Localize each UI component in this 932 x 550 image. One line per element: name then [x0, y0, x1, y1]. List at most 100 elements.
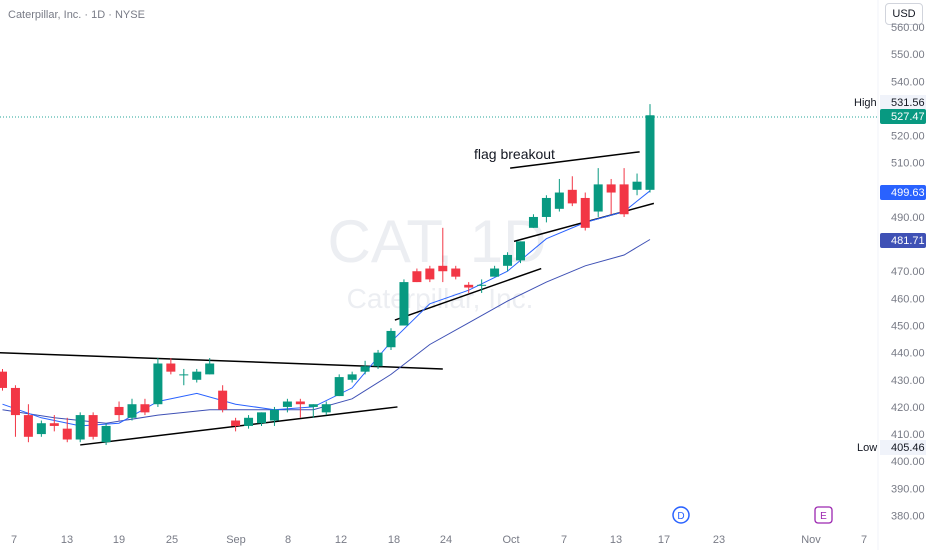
- candle[interactable]: [503, 252, 513, 272]
- candle[interactable]: [541, 195, 551, 223]
- x-tick-label: 13: [61, 534, 73, 546]
- candle[interactable]: [62, 417, 72, 443]
- candle[interactable]: [528, 214, 538, 228]
- dividend-marker[interactable]: D: [672, 506, 690, 524]
- candle[interactable]: [373, 349, 383, 369]
- y-tick-label: 510.00: [891, 158, 925, 170]
- ma-fast-price-badge: 499.63: [880, 185, 926, 200]
- chart-header-title: Caterpillar, Inc. · 1D · NYSE: [8, 9, 145, 21]
- y-tick-label: 420.00: [891, 402, 925, 414]
- candle[interactable]: [101, 423, 111, 445]
- candle[interactable]: [166, 358, 176, 375]
- trendline-triangle-upper[interactable]: [0, 350, 443, 370]
- candle[interactable]: [490, 265, 500, 277]
- candle[interactable]: [153, 358, 163, 407]
- candle[interactable]: [269, 406, 279, 426]
- svg-text:405.46: 405.46: [891, 442, 925, 454]
- candle[interactable]: [10, 385, 20, 437]
- x-tick-label: 7: [861, 534, 867, 546]
- x-tick-label: 17: [658, 534, 670, 546]
- candle[interactable]: [75, 412, 85, 443]
- candle[interactable]: [127, 398, 137, 421]
- candle[interactable]: [425, 265, 435, 283]
- candle[interactable]: [295, 398, 305, 418]
- ma-slow-price-badge: 481.71: [880, 233, 926, 248]
- svg-text:481.71: 481.71: [891, 235, 925, 247]
- candle[interactable]: [334, 374, 344, 397]
- candle[interactable]: [619, 168, 629, 217]
- candle[interactable]: [516, 241, 525, 264]
- candle[interactable]: [464, 282, 474, 293]
- svg-text:High: High: [854, 97, 877, 109]
- earnings-marker[interactable]: E: [814, 506, 833, 524]
- trendline-flag-upper[interactable]: [510, 151, 640, 169]
- candle[interactable]: [321, 401, 331, 416]
- svg-text:531.56: 531.56: [891, 97, 925, 109]
- candle[interactable]: [606, 178, 616, 215]
- x-tick-label: 12: [335, 534, 347, 546]
- candle[interactable]: [580, 192, 590, 231]
- candle[interactable]: [36, 420, 46, 437]
- candle[interactable]: [192, 368, 202, 383]
- candle[interactable]: [399, 279, 409, 326]
- x-tick-label: 24: [440, 534, 452, 546]
- currency-button[interactable]: USD: [885, 3, 923, 25]
- candle[interactable]: [140, 398, 150, 416]
- candle[interactable]: [645, 104, 655, 193]
- ma-fast-line: [2, 190, 651, 427]
- svg-text:E: E: [820, 511, 827, 522]
- y-tick-label: 450.00: [891, 321, 925, 333]
- x-tick-label: 8: [285, 534, 291, 546]
- candle[interactable]: [231, 417, 241, 432]
- y-tick-label: 520.00: [891, 131, 925, 143]
- svg-text:499.63: 499.63: [891, 187, 925, 199]
- x-tick-label: 25: [166, 534, 178, 546]
- candle[interactable]: [205, 358, 215, 375]
- x-tick-label: 23: [713, 534, 725, 546]
- y-tick-label: 390.00: [891, 483, 925, 495]
- candle[interactable]: [451, 265, 461, 280]
- candle[interactable]: [593, 168, 603, 217]
- x-tick-label: 7: [11, 534, 17, 546]
- candle[interactable]: [308, 404, 318, 418]
- flag-breakout-annotation: flag breakout: [474, 146, 555, 162]
- candle[interactable]: [360, 360, 370, 375]
- candle[interactable]: [632, 173, 642, 196]
- candle[interactable]: [567, 176, 577, 207]
- candle[interactable]: [554, 178, 564, 212]
- svg-text:Low: Low: [857, 442, 877, 454]
- candle[interactable]: [114, 401, 124, 421]
- watermark-name: Caterpillar, Inc.: [347, 283, 534, 314]
- x-tick-label: 13: [610, 534, 622, 546]
- ma-slow-line: [2, 239, 651, 424]
- candle[interactable]: [412, 268, 422, 283]
- y-tick-label: 560.00: [891, 22, 925, 34]
- y-tick-label: 410.00: [891, 429, 925, 441]
- candle[interactable]: [244, 415, 254, 429]
- candle[interactable]: [179, 368, 189, 386]
- candle[interactable]: [438, 227, 448, 283]
- candle[interactable]: [386, 328, 396, 350]
- x-tick-label: Oct: [502, 534, 519, 546]
- x-tick-label: Nov: [801, 534, 821, 546]
- candle[interactable]: [347, 371, 357, 383]
- candle[interactable]: [477, 279, 487, 293]
- high-price-label: High 531.56: [854, 95, 926, 110]
- candle[interactable]: [0, 368, 7, 391]
- low-price-label: Low 405.46: [857, 440, 926, 455]
- x-tick-label: 19: [113, 534, 125, 546]
- candle[interactable]: [23, 404, 33, 443]
- candle[interactable]: [257, 412, 266, 426]
- y-tick-label: 470.00: [891, 266, 925, 278]
- y-tick-label: 550.00: [891, 49, 925, 61]
- watermark-symbol: CAT, 1D: [328, 208, 547, 275]
- candle[interactable]: [218, 385, 228, 413]
- y-tick-label: 490.00: [891, 212, 925, 224]
- trendline-channel-lower[interactable]: [394, 267, 542, 321]
- x-tick-label: 18: [388, 534, 400, 546]
- candle[interactable]: [282, 398, 292, 413]
- candle[interactable]: [88, 412, 98, 440]
- y-tick-label: 400.00: [891, 456, 925, 468]
- candle[interactable]: [49, 415, 59, 432]
